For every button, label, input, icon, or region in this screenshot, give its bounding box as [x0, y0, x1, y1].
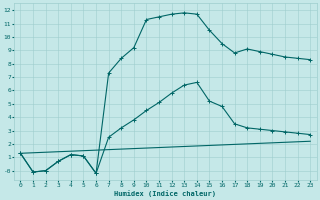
X-axis label: Humidex (Indice chaleur): Humidex (Indice chaleur) [114, 190, 216, 197]
